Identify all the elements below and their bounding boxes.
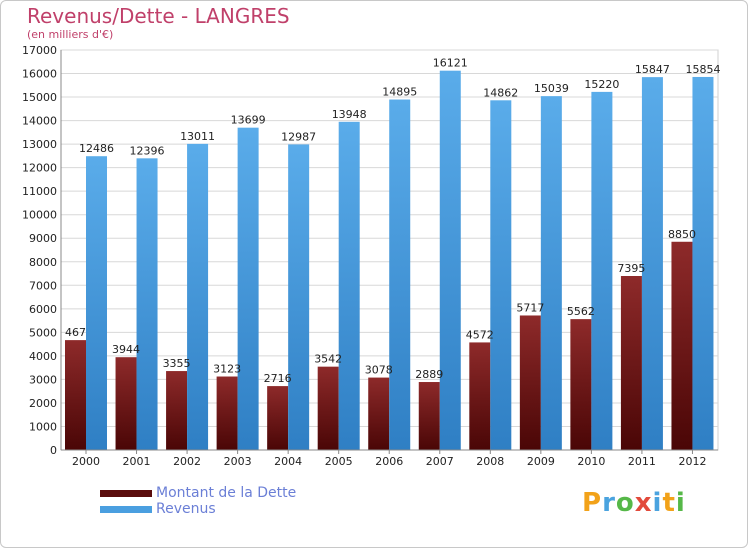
bar-dette	[317, 366, 339, 450]
bar-revenus	[439, 70, 461, 451]
bar-revenus	[591, 91, 613, 450]
bar-dette	[570, 319, 592, 450]
data-label: 4572	[466, 328, 494, 341]
y-tick-label: 11000	[22, 185, 57, 198]
data-label: 3355	[163, 357, 191, 370]
y-tick-label: 9000	[29, 232, 57, 245]
data-label: 467	[65, 326, 86, 339]
y-tick-label: 8000	[29, 256, 57, 269]
bar-revenus	[540, 96, 562, 450]
bar-revenus	[490, 100, 512, 451]
data-label: 14862	[483, 86, 518, 99]
data-label: 2889	[415, 368, 443, 381]
bar-revenus	[288, 144, 310, 450]
y-tick-label: 6000	[29, 303, 57, 316]
x-tick-label: 2011	[628, 455, 656, 468]
y-tick-label: 16000	[22, 68, 57, 81]
bar-revenus	[338, 121, 360, 450]
y-tick-label: 0	[50, 444, 57, 457]
data-label: 13699	[231, 114, 266, 127]
y-tick-label: 7000	[29, 279, 57, 292]
data-label: 7395	[617, 262, 645, 275]
legend-swatch-revenus	[100, 506, 152, 513]
data-label: 14895	[382, 86, 417, 99]
data-label: 3123	[213, 363, 241, 376]
y-tick-label: 17000	[22, 44, 57, 57]
x-tick-label: 2009	[527, 455, 555, 468]
y-tick-label: 1000	[29, 420, 57, 433]
bar-dette	[519, 315, 541, 450]
x-tick-label: 2007	[426, 455, 454, 468]
y-tick-label: 2000	[29, 397, 57, 410]
legend-label-debt: Montant de la Dette	[156, 485, 297, 501]
data-label: 15220	[584, 78, 619, 91]
legend-swatch-debt	[100, 490, 152, 497]
bar-dette	[166, 371, 188, 450]
x-tick-label: 2008	[476, 455, 504, 468]
data-label: 3078	[365, 364, 393, 377]
proxiti-logo: Proxiti	[582, 488, 686, 518]
y-tick-label: 4000	[29, 350, 57, 363]
x-tick-label: 2012	[678, 455, 706, 468]
x-tick-label: 2006	[375, 455, 403, 468]
y-tick-label: 13000	[22, 138, 57, 151]
data-label: 12486	[79, 142, 114, 155]
data-label: 5717	[516, 301, 544, 314]
bar-revenus	[237, 127, 259, 450]
legend-label-revenus: Revenus	[156, 501, 216, 517]
bar-revenus	[136, 158, 158, 450]
bar-dette	[418, 382, 440, 450]
x-tick-label: 2004	[274, 455, 302, 468]
bar-dette	[671, 241, 693, 450]
bar-dette	[115, 357, 137, 450]
data-label: 15039	[534, 82, 569, 95]
bar-revenus	[187, 143, 209, 450]
y-tick-label: 12000	[22, 162, 57, 175]
x-tick-label: 2005	[325, 455, 353, 468]
chart-subtitle: (en milliers d'€)	[27, 28, 114, 41]
data-label: 15854	[685, 63, 720, 76]
data-label: 3944	[112, 343, 140, 356]
bar-dette	[65, 340, 86, 450]
bar-dette	[267, 386, 289, 450]
x-tick-label: 2001	[123, 455, 151, 468]
y-tick-label: 14000	[22, 115, 57, 128]
data-label: 13948	[332, 108, 367, 121]
data-label: 15847	[635, 63, 670, 76]
y-tick-label: 15000	[22, 91, 57, 104]
bar-dette	[469, 342, 491, 450]
data-label: 12987	[281, 130, 316, 143]
bar-dette	[216, 376, 238, 450]
data-label: 13011	[180, 130, 215, 143]
data-label: 16121	[433, 57, 468, 70]
bar-dette	[620, 276, 642, 450]
y-tick-label: 5000	[29, 326, 57, 339]
x-tick-label: 2010	[577, 455, 605, 468]
bar-revenus	[641, 77, 663, 451]
data-label: 12396	[130, 144, 165, 157]
data-label: 8850	[668, 228, 696, 241]
x-tick-label: 2002	[173, 455, 201, 468]
x-tick-label: 2000	[72, 455, 100, 468]
bar-revenus	[389, 99, 411, 450]
x-tick-label: 2003	[224, 455, 252, 468]
data-label: 3542	[314, 353, 342, 366]
bar-dette	[368, 377, 390, 450]
bar-revenus	[692, 76, 714, 450]
chart-title: Revenus/Dette - LANGRES	[27, 4, 290, 28]
y-tick-label: 10000	[22, 209, 57, 222]
y-tick-label: 3000	[29, 373, 57, 386]
data-label: 5562	[567, 305, 595, 318]
data-label: 2716	[264, 372, 292, 385]
bar-revenus	[86, 156, 107, 450]
